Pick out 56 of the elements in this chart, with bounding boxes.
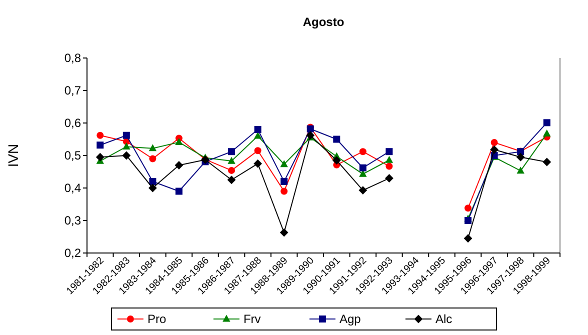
point bbox=[490, 145, 499, 154]
point bbox=[149, 155, 156, 162]
point bbox=[96, 132, 104, 139]
point bbox=[464, 217, 472, 224]
point bbox=[175, 188, 182, 195]
legend-label: Alc bbox=[435, 312, 452, 326]
y-tick-label: 0,5 bbox=[64, 148, 82, 163]
point bbox=[228, 148, 236, 156]
point bbox=[385, 156, 394, 163]
y-tick-label: 0,7 bbox=[64, 84, 82, 98]
legend-label: Frv bbox=[243, 312, 261, 326]
point bbox=[333, 136, 340, 143]
point bbox=[148, 144, 157, 152]
point bbox=[542, 158, 552, 166]
point bbox=[96, 152, 104, 162]
point bbox=[490, 139, 498, 146]
point bbox=[464, 234, 472, 243]
y-tick-label: 0,3 bbox=[64, 214, 82, 228]
point bbox=[280, 228, 288, 237]
point bbox=[384, 174, 394, 182]
point bbox=[280, 160, 288, 168]
point bbox=[96, 142, 104, 149]
y-tick-label: 0,6 bbox=[64, 116, 82, 130]
point bbox=[254, 147, 262, 154]
legend-label: Agp bbox=[339, 312, 362, 326]
point bbox=[516, 152, 525, 162]
point bbox=[254, 159, 262, 168]
point bbox=[359, 164, 366, 172]
point bbox=[228, 166, 236, 174]
point bbox=[228, 156, 236, 164]
point bbox=[122, 151, 131, 160]
chart-title: Agosto bbox=[302, 15, 344, 29]
point bbox=[280, 178, 288, 185]
point bbox=[280, 188, 288, 195]
y-tick-label: 0,4 bbox=[64, 181, 82, 196]
legend-label: Pro bbox=[147, 312, 166, 326]
point bbox=[149, 178, 156, 185]
point bbox=[516, 166, 524, 174]
y-axis-title: IVN bbox=[5, 144, 21, 168]
y-tick-label: 0,2 bbox=[64, 246, 82, 260]
point bbox=[543, 130, 551, 137]
y-tick-label: 0,8 bbox=[64, 51, 82, 66]
point bbox=[386, 162, 393, 170]
point bbox=[227, 176, 236, 184]
point bbox=[464, 204, 472, 212]
point bbox=[175, 138, 183, 145]
point bbox=[148, 184, 157, 192]
point bbox=[358, 186, 368, 194]
point bbox=[254, 126, 262, 133]
point bbox=[122, 132, 130, 139]
point bbox=[332, 156, 341, 165]
point bbox=[122, 142, 130, 150]
point bbox=[543, 119, 550, 126]
point bbox=[386, 148, 393, 156]
point bbox=[359, 148, 366, 156]
point bbox=[174, 161, 184, 170]
